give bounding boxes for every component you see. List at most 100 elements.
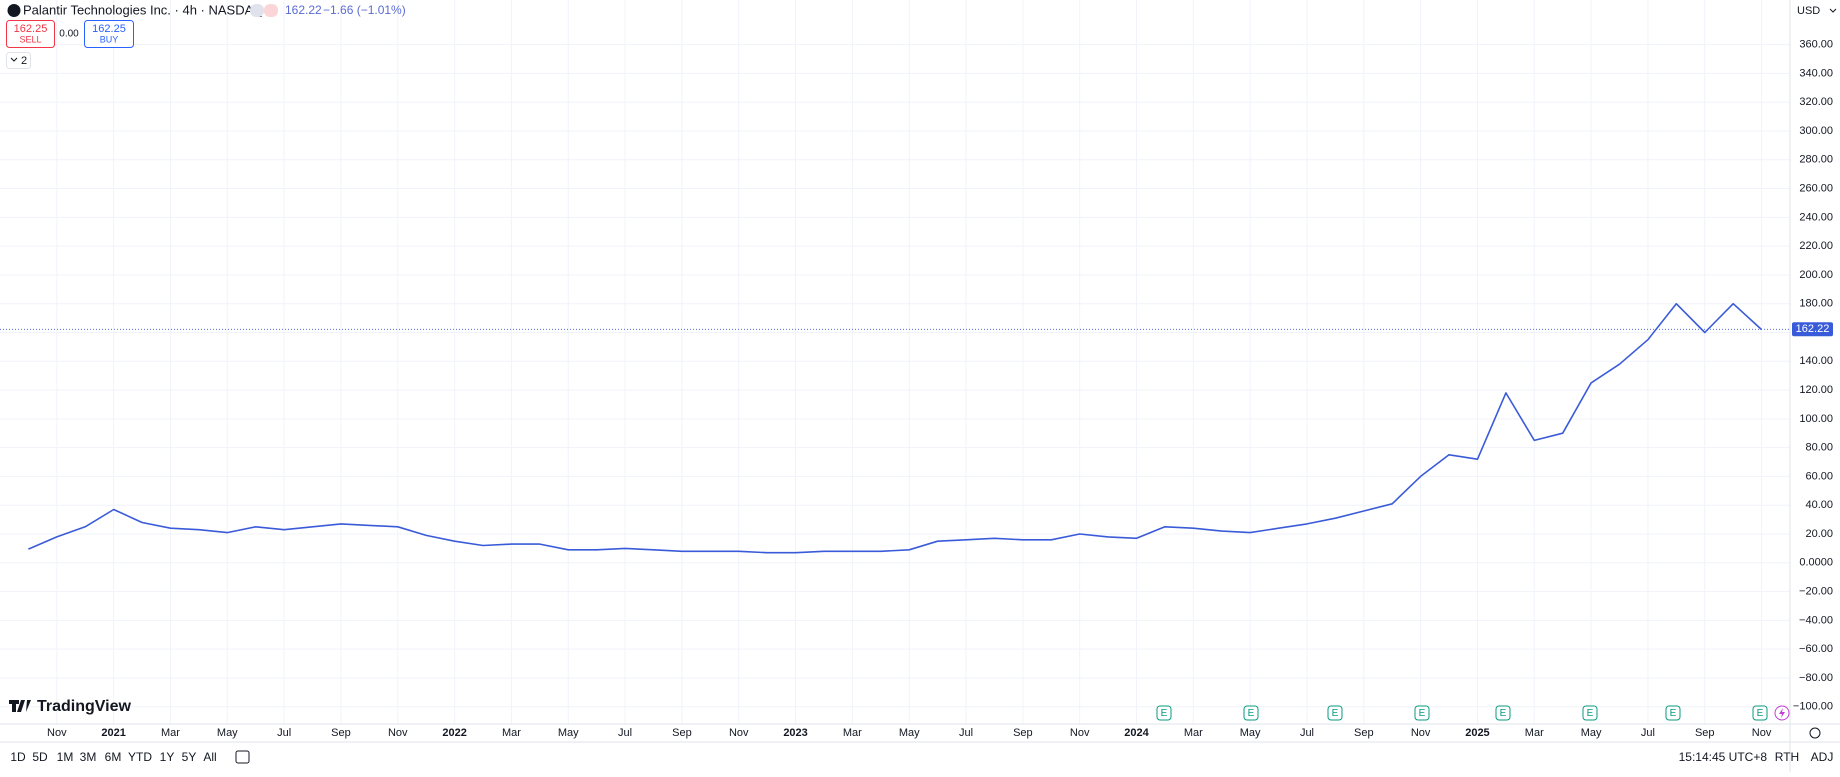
indicators-toggle[interactable] (6, 52, 31, 69)
indicators-count: 2 (21, 55, 27, 67)
y-tick-label: 260.00 (1799, 182, 1833, 194)
y-tick-label: 120.00 (1799, 384, 1833, 396)
currency-select[interactable]: USD (1797, 5, 1820, 17)
chevron-icon (1829, 8, 1837, 13)
earnings-label: E (1419, 708, 1426, 719)
settings-icon[interactable] (1809, 727, 1821, 739)
buy-button[interactable] (84, 20, 134, 48)
earnings-marker[interactable] (1243, 705, 1259, 721)
earnings-label: E (1587, 708, 1594, 719)
x-tick-label: 2021 (101, 727, 125, 739)
y-tick-label: 140.00 (1799, 355, 1833, 367)
sell-label: SELL (19, 34, 41, 44)
x-tick-label: Sep (672, 727, 692, 739)
x-tick-label: Mar (161, 727, 180, 739)
sell-price: 162.25 (14, 23, 48, 35)
x-tick-label: Sep (1354, 727, 1374, 739)
buy-price: 162.25 (92, 23, 126, 35)
sell-button[interactable] (6, 20, 55, 48)
y-tick-label: −60.00 (1799, 643, 1833, 655)
earnings-label: E (1757, 708, 1764, 719)
x-tick-label: 2022 (442, 727, 466, 739)
x-tick-label: 2025 (1465, 727, 1489, 739)
last-price-tag-label: 162.22 (1796, 323, 1830, 335)
earnings-label: E (1500, 708, 1507, 719)
x-tick-label: Jul (618, 727, 632, 739)
y-tick-label: 180.00 (1799, 298, 1833, 310)
range-button[interactable]: All (203, 750, 216, 764)
earnings-label: E (1670, 708, 1677, 719)
clock: 15:14:45 UTC+8 (1679, 750, 1768, 764)
y-tick-label: 200.00 (1799, 269, 1833, 281)
range-button[interactable]: 5Y (182, 750, 197, 764)
earnings-marker[interactable] (1156, 705, 1172, 721)
x-tick-label: Jul (1300, 727, 1314, 739)
earnings-marker[interactable] (1752, 705, 1768, 721)
x-tick-label: May (1581, 727, 1602, 739)
earnings-marker[interactable] (1582, 705, 1598, 721)
earnings-marker[interactable] (1414, 705, 1430, 721)
range-button[interactable]: 1Y (160, 750, 175, 764)
y-tick-label: 280.00 (1799, 154, 1833, 166)
y-tick-label: 20.00 (1805, 528, 1833, 540)
y-tick-label: 60.00 (1805, 470, 1833, 482)
tv-logo-icon (9, 700, 31, 712)
earnings-label: E (1332, 708, 1339, 719)
price-change: −1.66 (−1.01%) (323, 3, 406, 17)
x-tick-label: Sep (1695, 727, 1715, 739)
x-tick-label: Nov (47, 727, 67, 739)
range-button[interactable]: 1M (57, 750, 74, 764)
price-line (28, 302, 1763, 554)
x-tick-label: Jul (959, 727, 973, 739)
x-tick-label: Nov (1070, 727, 1090, 739)
lightning-icon (1779, 708, 1785, 718)
chevron-icon (10, 57, 18, 62)
y-tick-label: 40.00 (1805, 499, 1833, 511)
x-tick-label: Nov (388, 727, 408, 739)
x-tick-label: Jul (277, 727, 291, 739)
symbol-logo (7, 4, 21, 17)
earnings-marker[interactable] (1327, 705, 1343, 721)
status-icon (250, 4, 264, 17)
range-button[interactable]: 5D (32, 750, 48, 764)
buy-label: BUY (100, 34, 119, 44)
x-tick-label: Sep (1013, 727, 1033, 739)
x-tick-label: Nov (1752, 727, 1772, 739)
range-button[interactable]: 3M (80, 750, 97, 764)
spread: 0.00 (59, 29, 79, 40)
y-tick-label: 300.00 (1799, 125, 1833, 137)
y-tick-label: 240.00 (1799, 211, 1833, 223)
x-tick-label: Mar (1184, 727, 1203, 739)
range-button[interactable]: YTD (128, 750, 152, 764)
x-tick-label: 2023 (783, 727, 807, 739)
range-button[interactable]: 1D (10, 750, 26, 764)
x-tick-label: May (217, 727, 238, 739)
x-tick-label: Mar (1525, 727, 1544, 739)
date-range-button[interactable] (235, 750, 250, 764)
status-icon (264, 4, 278, 17)
y-tick-label: −40.00 (1799, 614, 1833, 626)
adjust-toggle[interactable]: ADJ (1811, 750, 1834, 764)
y-tick-label: 320.00 (1799, 96, 1833, 108)
x-tick-label: Mar (502, 727, 521, 739)
session-toggle[interactable]: RTH (1775, 750, 1799, 764)
y-tick-label: −100.00 (1793, 701, 1833, 713)
x-tick-label: May (899, 727, 920, 739)
plot-area (0, 0, 1790, 724)
last-price: 162.22 (285, 3, 322, 17)
y-tick-label: −80.00 (1799, 672, 1833, 684)
tv-logo: TradingView (37, 698, 132, 715)
x-tick-label: May (1240, 727, 1261, 739)
earnings-label: E (1248, 708, 1255, 719)
range-button[interactable]: 6M (105, 750, 122, 764)
earnings-marker[interactable] (1495, 705, 1511, 721)
last-price-tag (1792, 322, 1833, 337)
x-tick-label: May (558, 727, 579, 739)
earnings-marker[interactable] (1665, 705, 1681, 721)
x-tick-label: Jul (1641, 727, 1655, 739)
symbol-title[interactable]: Palantir Technologies Inc. · 4h · NASDAQ (23, 2, 263, 17)
y-tick-label: 80.00 (1805, 442, 1833, 454)
earnings-label: E (1161, 708, 1168, 719)
x-tick-label: Sep (331, 727, 351, 739)
